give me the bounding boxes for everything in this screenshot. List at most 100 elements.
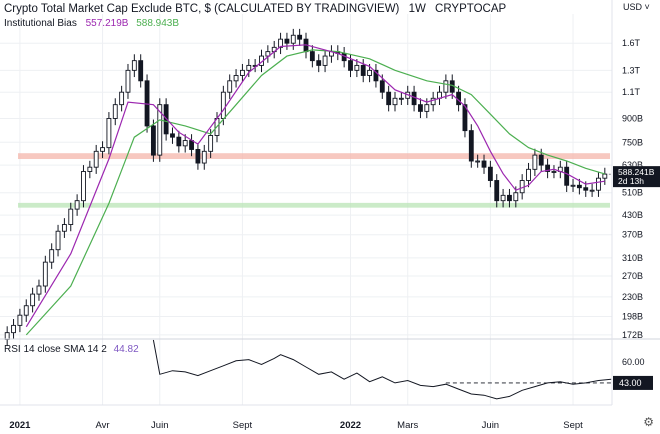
y-tick-label: 1.6T — [622, 38, 641, 48]
candle-body — [17, 314, 23, 326]
y-tick-label: 270B — [622, 271, 643, 281]
candle — [61, 218, 67, 238]
rsi-line — [152, 339, 612, 400]
x-tick-label: Juin — [482, 420, 499, 431]
candle-body — [233, 75, 239, 82]
candle-body — [182, 140, 188, 147]
candle-body — [354, 64, 360, 71]
candle — [100, 141, 105, 159]
candle-body — [170, 133, 175, 138]
candle-body — [49, 249, 55, 263]
rsi-level-label: 43.00 — [619, 378, 642, 388]
fast-ma-line — [25, 44, 605, 328]
candle-body — [100, 147, 105, 152]
y-tick-label: 1.1T — [622, 87, 641, 97]
candle-body — [316, 60, 322, 66]
rsi-pane[interactable] — [0, 338, 660, 400]
candle-body — [131, 60, 137, 71]
candle — [443, 74, 449, 99]
candle-body — [513, 192, 519, 202]
candle-body — [487, 166, 493, 181]
candle-body — [532, 154, 538, 170]
candle-body — [500, 194, 506, 202]
y-tick-label: 630B — [622, 160, 643, 170]
fast-ma-value: 557.219B — [85, 18, 129, 29]
candle — [195, 143, 201, 170]
candle — [23, 299, 29, 322]
candle — [589, 183, 595, 197]
rsi-level-box — [613, 375, 653, 390]
candle — [227, 74, 233, 99]
candle — [316, 54, 322, 73]
rsi-legend[interactable]: RSI 14 close SMA 14 2 44.82 — [4, 344, 139, 355]
candle — [507, 188, 512, 208]
candle — [290, 28, 296, 50]
candle — [30, 287, 36, 313]
candlesticks[interactable] — [4, 28, 608, 347]
candle — [487, 160, 493, 188]
resistance-zone — [18, 153, 610, 160]
candle — [278, 32, 283, 55]
candle — [150, 119, 156, 162]
x-tick-label: Sept — [233, 420, 253, 431]
candle-body — [386, 91, 392, 106]
candle-body — [150, 125, 156, 156]
indicator-legend[interactable]: Institutional Bias 557.219B 588.943B — [4, 18, 179, 29]
candle-body — [551, 171, 557, 173]
settings-gear-icon[interactable]: ⚙ — [643, 415, 654, 429]
candle-body — [424, 104, 430, 112]
candle — [297, 28, 303, 46]
candle-body — [418, 104, 423, 112]
candle — [570, 178, 576, 192]
candle — [468, 124, 474, 168]
y-tick-label: 230B — [622, 292, 643, 302]
candle-body — [322, 55, 328, 66]
candle — [551, 165, 557, 179]
candle — [596, 171, 601, 197]
candle — [182, 134, 188, 153]
candle-body — [576, 184, 582, 189]
candle — [386, 85, 392, 112]
interval-label[interactable]: 1W — [408, 3, 426, 15]
candle — [42, 255, 48, 293]
x-tick-label: Mars — [397, 420, 418, 431]
candle-body — [189, 140, 194, 150]
support-zone — [18, 202, 610, 208]
candle-body — [564, 166, 570, 186]
candle-body — [176, 136, 182, 147]
candle-body — [297, 34, 303, 40]
candle-body — [11, 324, 16, 334]
candle — [131, 54, 137, 78]
candle-body — [398, 97, 404, 100]
candle-body — [4, 332, 10, 340]
candle-body — [119, 91, 125, 106]
rsi-tick-label: 60.00 — [622, 357, 645, 367]
candle — [93, 144, 99, 174]
candle — [170, 127, 175, 144]
candle-body — [526, 168, 531, 181]
candle — [392, 91, 398, 112]
candle-body — [138, 60, 144, 82]
candle — [545, 158, 551, 179]
candle-body — [494, 180, 500, 202]
y-tick-label: 310B — [622, 253, 643, 263]
candle-body — [208, 135, 214, 152]
candle-body — [379, 80, 385, 93]
y-tick-label: 750B — [622, 137, 643, 147]
candle-body — [596, 177, 601, 191]
candle — [125, 63, 131, 99]
candle — [576, 178, 582, 195]
y-tick-label: 430B — [622, 210, 643, 220]
y-tick-label: 510B — [622, 188, 643, 198]
candle-body — [30, 293, 36, 307]
candle — [119, 85, 125, 112]
candle-body — [265, 51, 271, 57]
candle-body — [87, 166, 93, 172]
candle-body — [570, 184, 576, 187]
candle-body — [61, 224, 67, 232]
candle — [309, 45, 315, 68]
currency-label: USD ˅ — [623, 2, 650, 12]
candle-body — [23, 305, 29, 316]
